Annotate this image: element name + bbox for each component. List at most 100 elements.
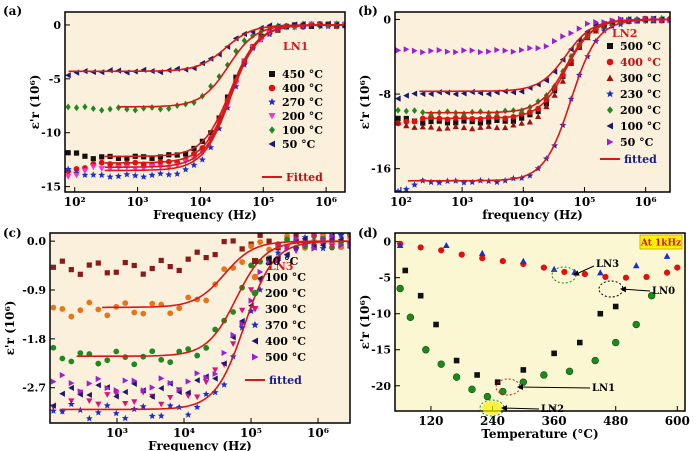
data-point (460, 124, 468, 131)
data-point (600, 27, 608, 34)
data-point (194, 370, 201, 377)
data-point (477, 48, 484, 56)
data-point (86, 299, 93, 306)
panel-3: 120 240 360 480 600 -20 -15 -10 -5 0 Temperature (… (358, 226, 690, 441)
data-point (551, 350, 557, 357)
data-point (540, 264, 547, 271)
data-point (157, 170, 164, 177)
x-tick-label: 600 (665, 414, 690, 428)
legend-marker (606, 122, 613, 130)
x-tick-label: 10⁶ (307, 426, 329, 440)
legend-marker (251, 337, 258, 345)
data-point (131, 361, 138, 368)
data-point (256, 286, 264, 293)
data-point (182, 166, 189, 173)
legend-marker (252, 258, 258, 264)
legend-entry: 50 °C (282, 138, 316, 151)
data-point (131, 380, 137, 387)
sample-label: LN3 (268, 260, 293, 273)
data-point (543, 77, 549, 84)
data-point (112, 409, 120, 417)
y-axis-label: ε'r (10⁶) (358, 295, 372, 350)
data-point (113, 348, 120, 355)
data-point (158, 356, 165, 363)
series-layer (50, 233, 350, 422)
data-point (395, 47, 402, 54)
legend-marker (251, 321, 259, 329)
data-point (519, 46, 525, 54)
y-tick-label: -20 (371, 380, 391, 393)
data-point (535, 44, 542, 52)
data-point (86, 398, 93, 405)
data-point (453, 48, 459, 56)
legend-marker (606, 74, 614, 81)
legend-entry: 200 °C (282, 110, 323, 123)
data-point (122, 400, 129, 407)
data-point (207, 55, 214, 62)
legend-marker (269, 126, 275, 134)
data-point (461, 118, 467, 124)
data-point (452, 373, 461, 381)
data-point (239, 259, 246, 265)
data-point (124, 155, 130, 161)
series-label: LN2 (541, 404, 564, 415)
data-point (632, 320, 640, 329)
x-tick-label: 10⁴ (189, 195, 211, 209)
legend-marker (607, 106, 613, 114)
x-tick-label: 480 (603, 414, 628, 428)
data-point (411, 181, 418, 188)
legend-entry: 50 °C (265, 255, 299, 268)
data-point (319, 242, 326, 249)
legend-entry: 50 °C (620, 136, 654, 149)
legend-entry: 200 °C (620, 104, 661, 117)
panel-label: (b) (358, 4, 378, 18)
data-point (59, 390, 65, 397)
data-point (310, 233, 318, 240)
legend-entry: 300 °C (265, 303, 306, 316)
data-point (417, 244, 424, 251)
data-point (576, 339, 583, 346)
data-point (167, 394, 174, 401)
data-point (73, 172, 80, 179)
y-tick-label: -5 (49, 73, 61, 86)
data-point (502, 47, 509, 54)
data-point (568, 60, 575, 66)
data-point (468, 385, 476, 394)
data-point (185, 256, 191, 262)
series-label: LN0 (652, 286, 675, 297)
data-point (422, 346, 430, 354)
data-point (104, 312, 111, 319)
legend-marker (606, 90, 614, 98)
data-point (131, 172, 139, 179)
legend-entry: 400 °C (282, 82, 323, 95)
data-point (89, 171, 97, 178)
legend-entry: 200 °C (265, 287, 306, 300)
data-point (203, 255, 209, 261)
x-axis-label: Frequency (Hz) (153, 208, 257, 222)
plot-frame (49, 232, 351, 424)
data-point (212, 375, 218, 382)
data-point (435, 179, 443, 186)
data-point (458, 251, 465, 258)
y-tick-label: -8 (379, 88, 392, 101)
legend-entry: 100 °C (620, 120, 661, 133)
data-point (77, 271, 83, 277)
x-tick-label: 10⁵ (240, 426, 262, 440)
data-point (104, 270, 110, 276)
data-point (411, 107, 418, 114)
data-point (148, 412, 156, 419)
data-point (485, 90, 492, 98)
annotation-bg (639, 234, 683, 250)
data-point (167, 379, 174, 387)
legend-entry: 500 °C (265, 351, 306, 364)
data-point (402, 267, 409, 274)
data-point (86, 391, 92, 399)
legend-entry: 500 °C (620, 40, 661, 53)
data-point (493, 124, 501, 131)
data-point (663, 252, 671, 259)
data-point (149, 265, 155, 272)
data-point (427, 178, 435, 186)
fitted-curve (407, 18, 670, 182)
data-point (99, 106, 105, 114)
data-point (167, 310, 174, 317)
